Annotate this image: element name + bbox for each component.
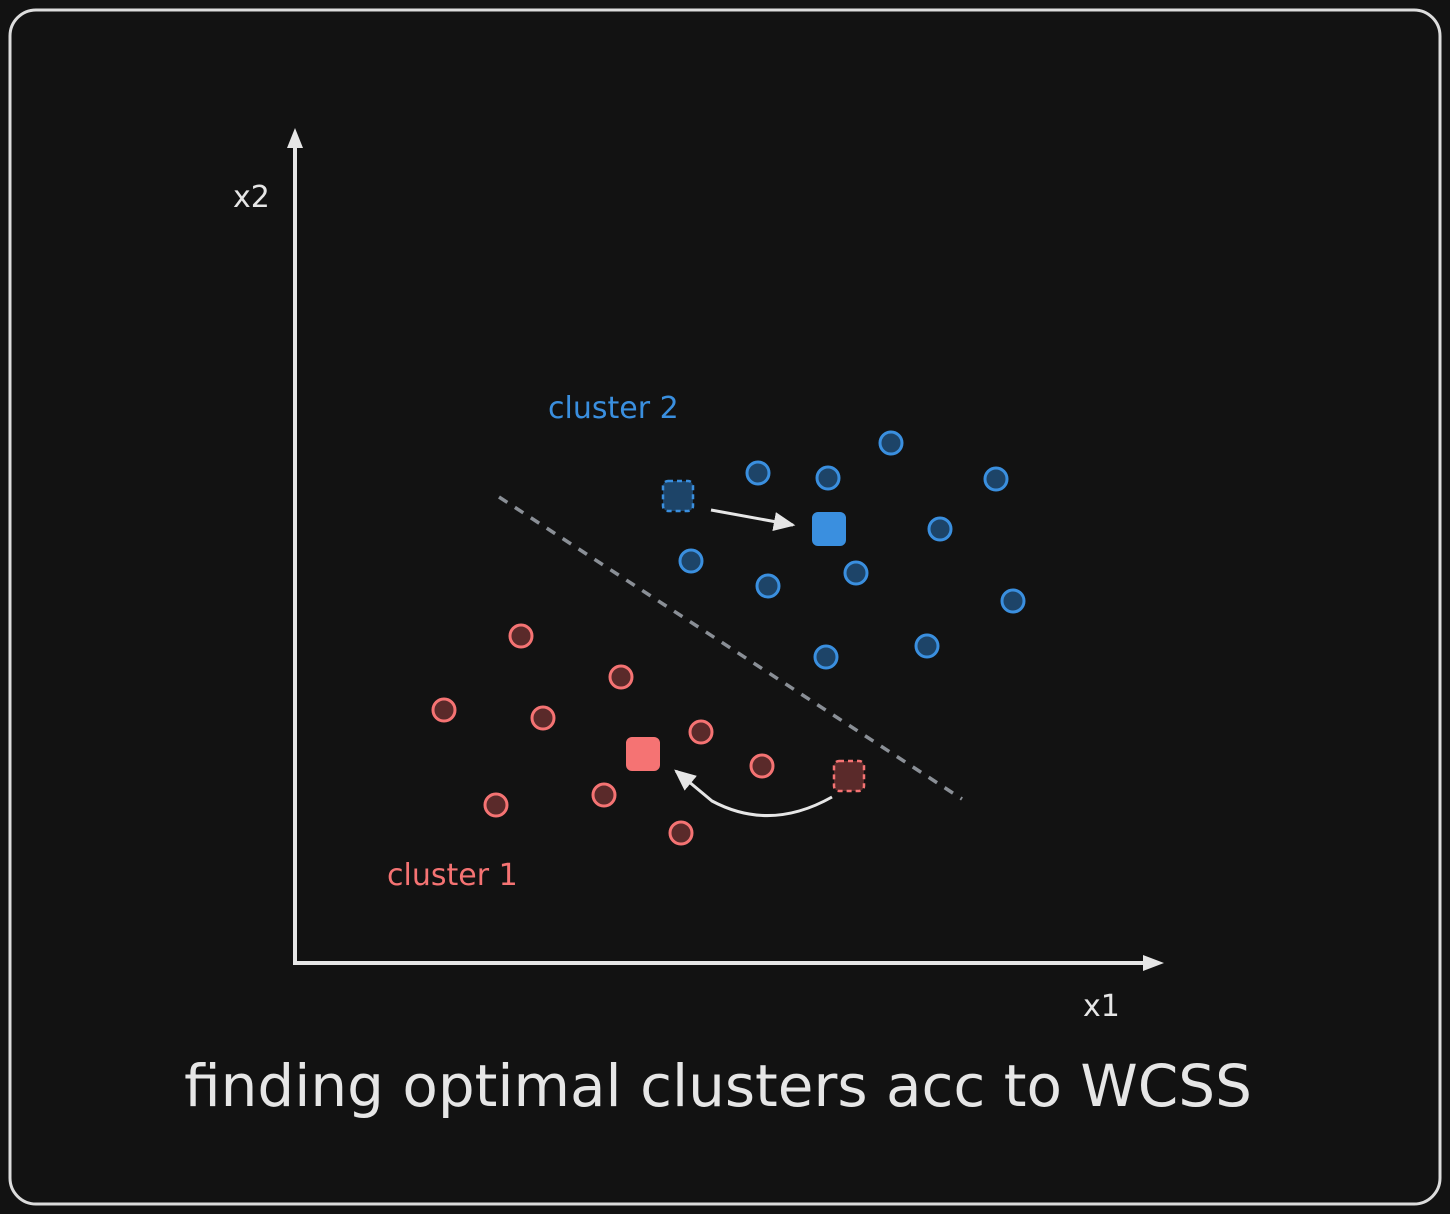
cluster-1-point [483,792,509,818]
y-axis-label: x2 [233,180,270,215]
points-layer [431,430,1026,846]
cluster-1-point [608,664,634,690]
decision-boundary [498,495,963,801]
cluster-1-point [508,623,534,649]
cluster-2-point [678,548,704,574]
diagram-frame [8,8,1442,1206]
diagram-title: finding optimal clusters acc to WCSS [184,1052,1252,1120]
cluster-2-point [914,633,940,659]
cluster-2-old-centroid [661,479,695,513]
cluster-1-centroid-move-arrow [674,769,833,817]
cluster-1-point [591,782,617,808]
cluster-1-point [530,705,556,731]
cluster-2-point [1000,588,1026,614]
cluster-1-point [431,697,457,723]
cluster-2-point [755,573,781,599]
cluster-1-label: cluster 1 [387,858,518,893]
cluster-2-point [983,466,1009,492]
cluster-2-point [745,460,771,486]
cluster-2-point [813,644,839,670]
cluster-1-new-centroid [626,737,660,771]
cluster-2-point [815,465,841,491]
cluster-1-point [749,753,775,779]
x-axis-label: x1 [1083,989,1120,1024]
x-axis-arrow-icon [1143,955,1164,971]
cluster-2-point [843,560,869,586]
cluster-1-old-centroid [832,759,866,793]
cluster-2-label: cluster 2 [548,391,679,426]
cluster-1-point [668,820,694,846]
cluster-2-new-centroid [812,512,846,546]
cluster-2-point [927,516,953,542]
cluster-1-point [688,719,714,745]
y-axis-arrow-icon [287,128,303,148]
cluster-2-centroid-move-arrow [710,508,796,531]
cluster-2-point [878,430,904,456]
